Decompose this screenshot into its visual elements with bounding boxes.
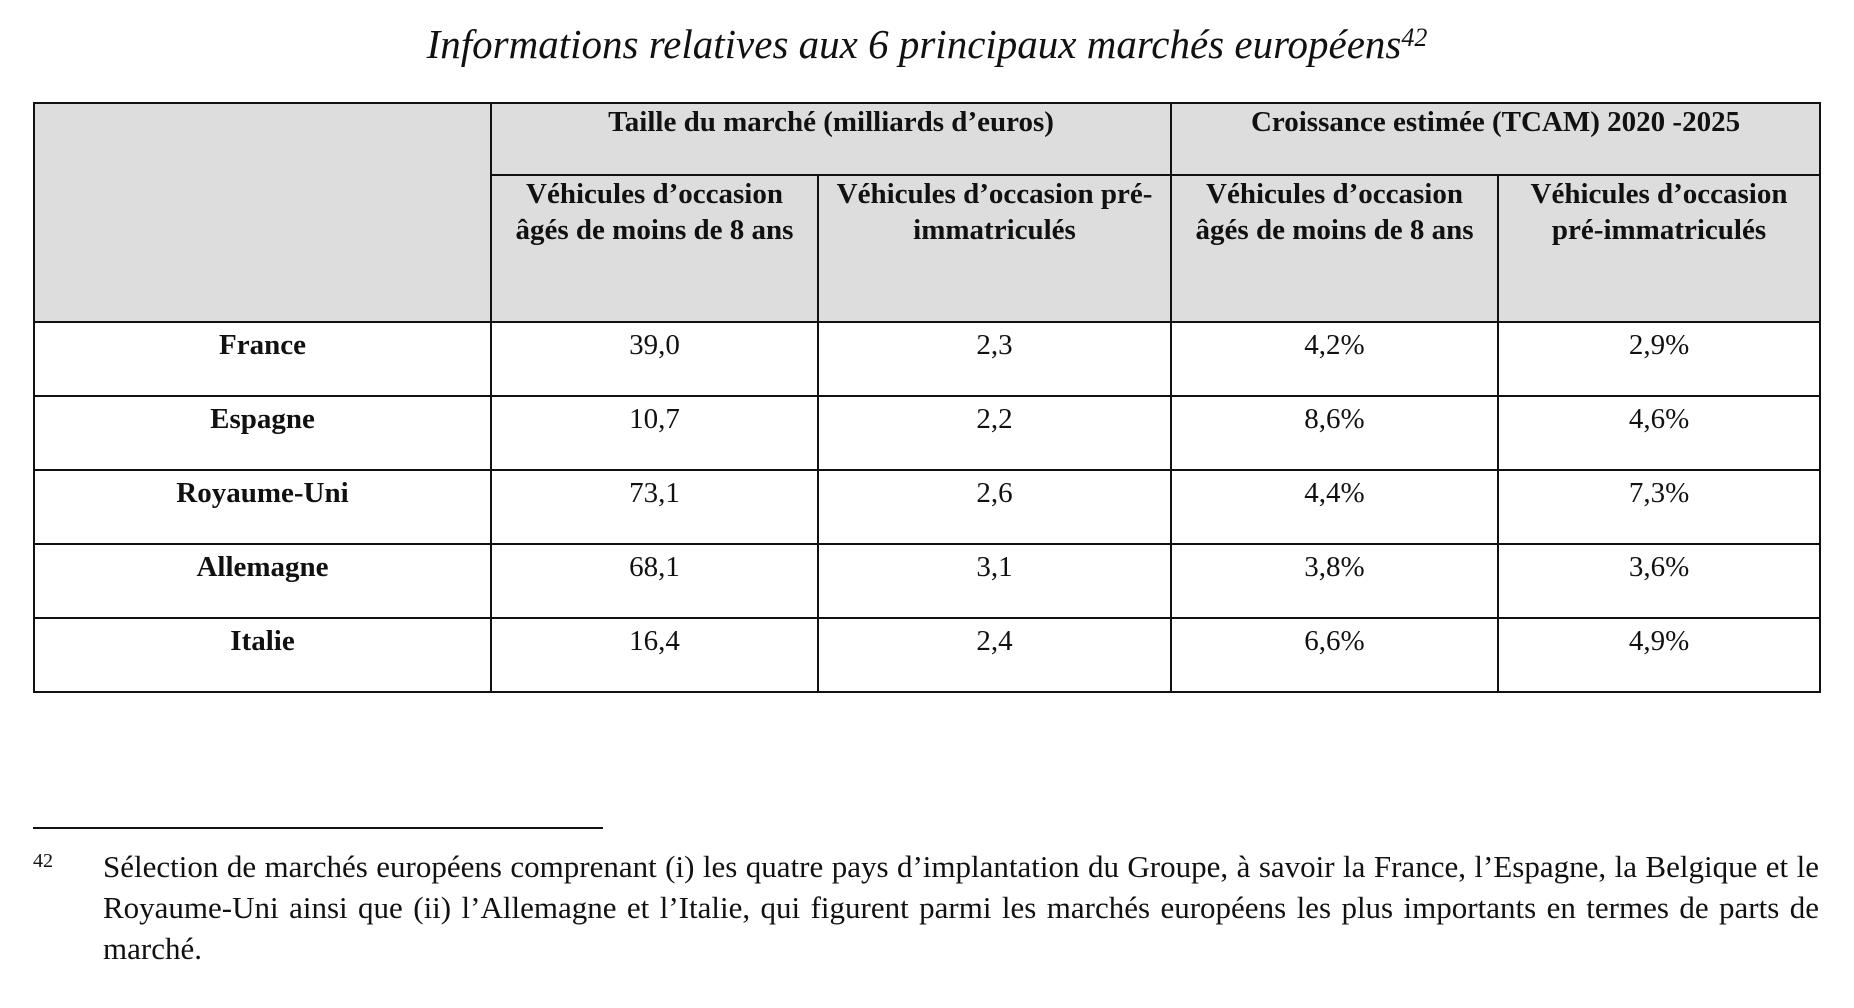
cell-size-used-under-8: 10,7 [490,395,819,471]
cell-size-pre-registered: 3,1 [816,543,1173,619]
cell-size-used-under-8: 39,0 [490,321,819,397]
cell-size-used-under-8: 68,1 [490,543,819,619]
table-sub-header-row: Véhicules d’occasion âgés de moins de 8 … [34,174,1822,323]
footnote-text: Sélection de marchés européens comprenan… [103,849,1819,966]
table-row: France 39,0 2,3 4,2% 2,9% [33,321,1822,397]
table-row: Royaume-Uni 73,1 2,6 4,4% 7,3% [33,469,1822,545]
table-group-header-row: Taille du marché (milliards d’euros) Cro… [33,102,1822,323]
row-country: Espagne [33,395,492,471]
table-corner-cell [33,102,492,323]
table-row: Italie 16,4 2,4 6,6% 4,9% [33,617,1822,693]
cell-growth-used-under-8: 3,8% [1170,543,1500,619]
cell-growth-used-under-8: 8,6% [1170,395,1500,471]
cell-growth-used-under-8: 4,4% [1170,469,1500,545]
row-country: France [33,321,492,397]
cell-growth-pre-registered: 3,6% [1497,543,1822,619]
footnote: 42 Sélection de marchés européens compre… [33,846,1819,969]
group-header-growth: Croissance estimée (TCAM) 2020 -2025 [1170,102,1822,176]
sub-header-size-pre-registered: Véhicules d’occasion pré-immatriculés [816,174,1173,323]
market-table: Taille du marché (milliards d’euros) Cro… [33,102,1822,693]
cell-size-pre-registered: 2,6 [816,469,1173,545]
sub-header-growth-pre-registered: Véhicules d’occasion pré-immatriculés [1497,174,1822,323]
cell-growth-pre-registered: 4,9% [1497,617,1822,693]
sub-header-size-used-under-8: Véhicules d’occasion âgés de moins de 8 … [490,174,819,323]
cell-growth-pre-registered: 2,9% [1497,321,1822,397]
cell-size-pre-registered: 2,4 [816,617,1173,693]
cell-size-used-under-8: 73,1 [490,469,819,545]
footnote-divider [33,827,603,829]
cell-growth-used-under-8: 4,2% [1170,321,1500,397]
footnote-reference[interactable]: 42 [1401,23,1428,52]
table-row: Allemagne 68,1 3,1 3,8% 3,6% [33,543,1822,619]
row-country: Italie [33,617,492,693]
table-row: Espagne 10,7 2,2 8,6% 4,6% [33,395,1822,471]
cell-size-pre-registered: 2,3 [816,321,1173,397]
cell-size-pre-registered: 2,2 [816,395,1173,471]
row-country: Allemagne [33,543,492,619]
table-title: Informations relatives aux 6 principaux … [0,14,1854,74]
cell-growth-pre-registered: 4,6% [1497,395,1822,471]
cell-growth-used-under-8: 6,6% [1170,617,1500,693]
cell-growth-pre-registered: 7,3% [1497,469,1822,545]
group-header-market-size: Taille du marché (milliards d’euros) [489,102,1173,176]
cell-size-used-under-8: 16,4 [490,617,819,693]
table-title-text: Informations relatives aux 6 principaux … [426,21,1402,67]
row-country: Royaume-Uni [33,469,492,545]
sub-header-growth-used-under-8: Véhicules d’occasion âgés de moins de 8 … [1170,174,1500,323]
footnote-number: 42 [33,850,53,872]
